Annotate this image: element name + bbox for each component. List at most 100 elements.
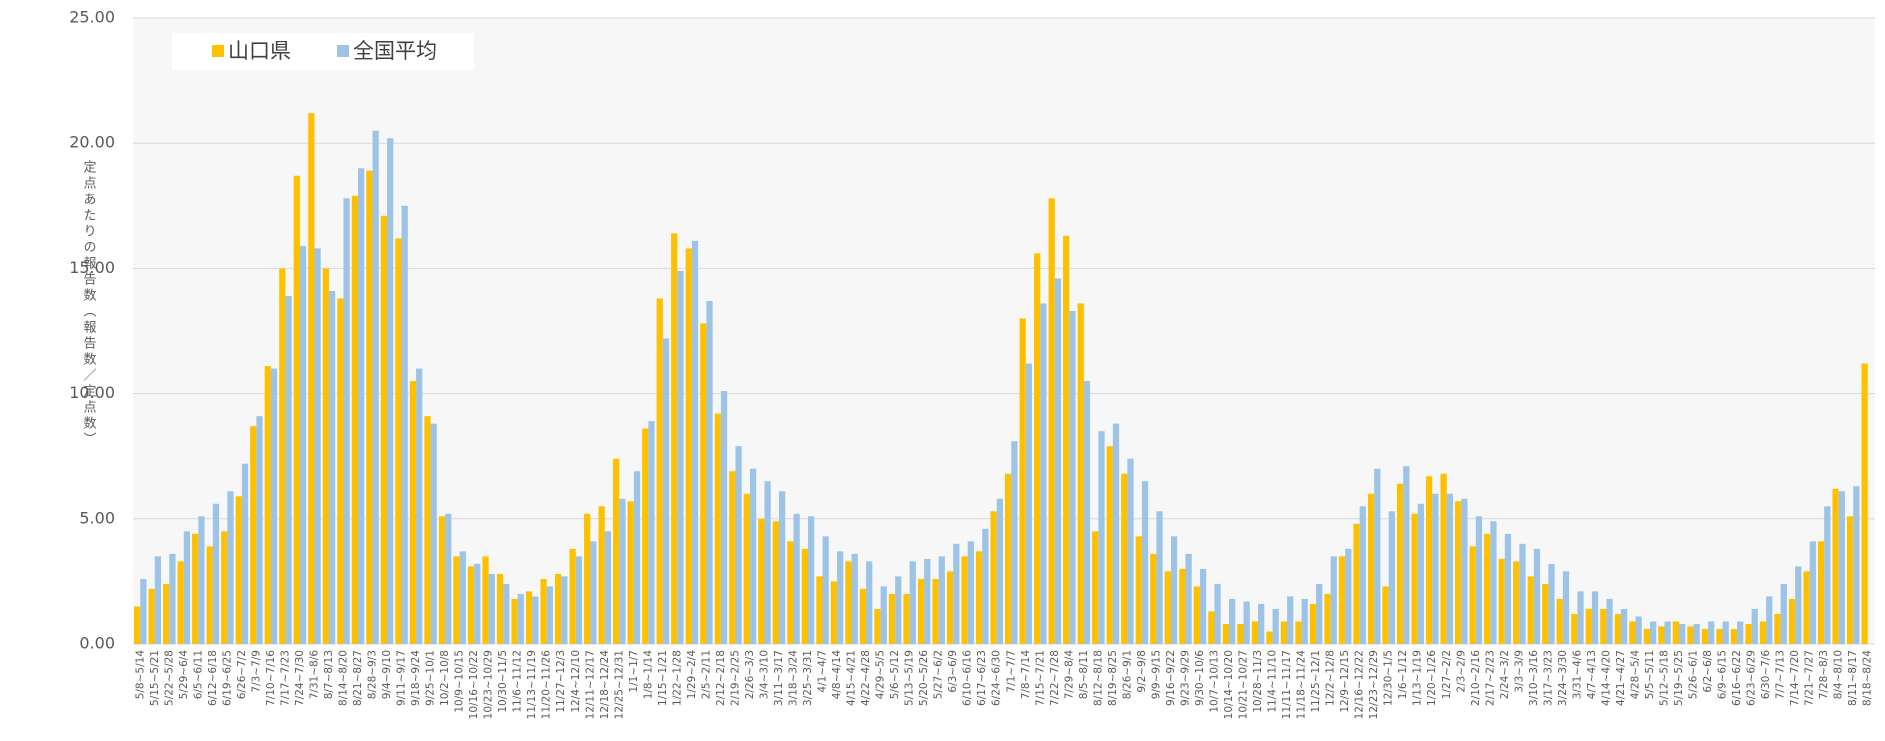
bar	[1359, 506, 1366, 644]
bar	[546, 586, 553, 644]
bar	[1417, 503, 1424, 644]
bar	[961, 556, 968, 644]
bar	[169, 553, 176, 644]
legend-label: 山口県	[228, 39, 291, 63]
bar	[511, 598, 518, 644]
bar	[714, 413, 721, 644]
x-tick-label: 2/26~3/3	[744, 650, 756, 699]
bar	[845, 561, 852, 644]
bar	[328, 290, 336, 644]
x-tick-label: 5/19~5/25	[1673, 650, 1685, 706]
bar	[482, 556, 489, 644]
bar	[1251, 621, 1259, 644]
bar	[1396, 483, 1404, 644]
x-tick-label: 7/21~7/27	[1804, 650, 1816, 706]
bar	[1301, 598, 1308, 644]
bar	[343, 198, 350, 644]
bar	[1527, 576, 1534, 644]
bar	[1338, 556, 1346, 644]
bar	[706, 300, 713, 644]
y-tick-label: 5.00	[79, 508, 115, 527]
bar	[140, 578, 147, 644]
bar	[308, 113, 315, 645]
x-tick-label: 2/19~2/25	[729, 650, 741, 706]
bar	[772, 521, 779, 644]
bar	[1150, 553, 1157, 644]
x-tick-label: 8/14~8/20	[337, 650, 349, 706]
x-tick-label: 6/19~6/25	[221, 650, 233, 706]
bar	[1179, 568, 1186, 644]
x-tick-label: 4/28~5/4	[1629, 650, 1641, 700]
legend-swatch	[337, 45, 349, 57]
x-tick-label: 8/12~8/18	[1092, 650, 1104, 706]
bar	[1425, 476, 1433, 644]
x-tick-label: 7/14~7/20	[1789, 650, 1801, 706]
x-tick-label: 10/21~10/27	[1238, 650, 1250, 719]
x-tick-label: 5/26~6/1	[1688, 650, 1700, 699]
x-tick-label: 7/29~8/4	[1063, 650, 1075, 700]
x-tick-label: 10/14~10/20	[1223, 650, 1235, 719]
bar	[837, 551, 844, 644]
bar	[1258, 603, 1265, 644]
x-tick-label: 7/24~7/30	[294, 650, 306, 706]
bar	[525, 591, 533, 644]
bar	[1272, 608, 1279, 644]
x-tick-label: 8/18~8/24	[1862, 650, 1874, 706]
bar	[395, 238, 402, 645]
x-tick-label: 10/28~11/3	[1252, 650, 1264, 713]
x-tick-label: 11/25~12/1	[1310, 650, 1322, 713]
bar	[1591, 591, 1599, 644]
bar	[982, 528, 989, 644]
bar	[1672, 621, 1680, 644]
bar	[1280, 621, 1288, 644]
bar	[648, 421, 655, 644]
bar	[1141, 481, 1149, 644]
x-tick-label: 7/7~7/13	[1775, 650, 1787, 699]
bar	[1440, 473, 1447, 644]
bar	[183, 531, 191, 644]
bar	[1853, 486, 1860, 644]
bar	[1475, 516, 1483, 644]
x-tick-label: 1/15~1/21	[657, 650, 669, 706]
x-tick-label: 9/4~9/10	[381, 650, 393, 699]
bar	[1243, 601, 1250, 644]
x-tick-label: 1/27~2/2	[1441, 650, 1453, 699]
bar	[1185, 553, 1192, 644]
bar	[866, 561, 873, 644]
bar	[1330, 556, 1337, 644]
bar	[801, 548, 809, 644]
bar	[1034, 253, 1041, 644]
bar	[816, 576, 823, 644]
bar	[198, 516, 205, 644]
bar	[1411, 513, 1418, 644]
bar	[337, 298, 344, 644]
x-tick-label: 2/3~2/9	[1455, 650, 1467, 693]
bar	[1005, 473, 1012, 644]
bar	[148, 588, 155, 644]
bar	[1780, 583, 1787, 644]
bar	[1751, 608, 1758, 644]
x-tick-label: 7/17~7/23	[279, 650, 291, 706]
y-tick-label: 0.00	[79, 634, 115, 653]
x-tick-label: 5/13~5/19	[904, 650, 916, 706]
x-tick-label: 10/7~10/13	[1208, 650, 1220, 713]
bar	[1513, 561, 1520, 644]
x-tick-label: 6/26~7/2	[236, 650, 248, 699]
bar	[1562, 571, 1570, 644]
x-tick-label: 6/16~6/22	[1731, 650, 1743, 706]
bar	[1635, 616, 1642, 644]
bar	[409, 381, 417, 644]
bar	[322, 268, 329, 644]
x-tick-label: 2/5~2/11	[700, 650, 712, 699]
bar	[1861, 363, 1868, 644]
x-tick-label: 1/6~1/12	[1397, 650, 1409, 699]
x-tick-label: 6/9~6/15	[1717, 650, 1729, 699]
bar	[1745, 623, 1752, 644]
x-tick-label: 10/30~11/5	[497, 650, 509, 713]
x-tick-label: 1/1~1/7	[628, 650, 640, 693]
x-tick-label: 8/4~8/10	[1833, 650, 1845, 699]
bar	[735, 446, 742, 644]
bar	[830, 581, 838, 644]
bar	[1620, 608, 1628, 644]
bar	[1693, 623, 1700, 644]
